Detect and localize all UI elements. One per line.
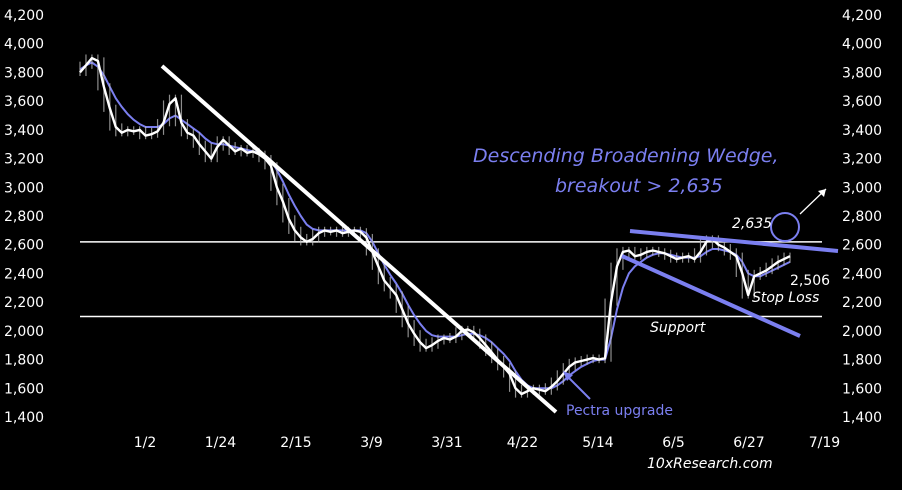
- y-tick-label-right: 3,200: [842, 152, 882, 168]
- moving-average-line: [79, 61, 791, 390]
- moving-average-series: [79, 61, 791, 390]
- y-tick-label-right: 3,000: [842, 180, 882, 196]
- y-tick-label-right: 3,400: [842, 123, 882, 139]
- y-tick-label-left: 1,800: [4, 353, 44, 369]
- wedge-lower-line: [621, 254, 801, 338]
- y-tick-label-right: 1,600: [842, 381, 882, 397]
- wedge-title-line2: breakout > 2,635: [555, 175, 723, 197]
- x-tick-label: 7/19: [809, 435, 840, 451]
- x-tick-label: 5/14: [582, 435, 614, 451]
- y-tick-label-right: 2,200: [842, 295, 882, 311]
- y-tick-label-left: 3,800: [4, 65, 44, 81]
- y-tick-label-left: 3,600: [4, 94, 44, 110]
- breakout-circle: [770, 212, 800, 242]
- x-tick-label: 6/5: [662, 435, 685, 451]
- x-axis: 1/2 1/24 2/15 3/9 3/31 4/22 5/14 6/5 6/27 7/19: [134, 435, 840, 451]
- x-tick-label: 1/2: [134, 435, 157, 451]
- y-tick-label-left: 2,400: [4, 266, 44, 282]
- stop-loss-label: Stop Loss: [752, 290, 819, 306]
- y-tick-label-right: 4,200: [842, 8, 882, 24]
- y-tick-label-right: 2,800: [842, 209, 882, 225]
- y-tick-label-right: 3,600: [842, 94, 882, 110]
- breakout-arrowhead: [818, 189, 826, 197]
- y-tick-label-left: 1,600: [4, 381, 44, 397]
- y-tick-label-left: 3,400: [4, 123, 44, 139]
- level-lower-label: 2,506: [790, 273, 830, 289]
- y-axis-left: 1,400 1,600 1,800 2,000 2,200 2,400 2,600 2,800…: [4, 8, 44, 426]
- y-tick-label-right: 2,000: [842, 324, 882, 340]
- y-axis-right: 1,400 1,600 1,800 2,000 2,200 2,400 2,600 2,800…: [842, 8, 882, 426]
- x-tick-label: 6/27: [733, 435, 764, 451]
- wedge-title-line1: Descending Broadening Wedge,: [473, 145, 779, 167]
- support-label: Support: [650, 320, 706, 336]
- y-tick-label-left: 1,400: [4, 410, 44, 426]
- y-tick-label-right: 1,800: [842, 353, 882, 369]
- price-series: [79, 54, 791, 398]
- y-tick-label-left: 2,800: [4, 209, 44, 225]
- y-tick-label-left: 4,200: [4, 8, 44, 24]
- y-tick-label-right: 1,400: [842, 410, 882, 426]
- y-tick-label-right: 4,000: [842, 37, 882, 53]
- y-tick-label-left: 2,000: [4, 324, 44, 340]
- reference-lines: [80, 241, 822, 318]
- x-tick-label: 3/9: [360, 435, 383, 451]
- x-tick-label: 2/15: [280, 435, 311, 451]
- y-tick-label-right: 2,400: [842, 266, 882, 282]
- x-tick-label: 1/24: [205, 435, 237, 451]
- level-upper-label: 2,635: [732, 216, 772, 232]
- y-tick-label-left: 2,600: [4, 238, 44, 254]
- downtrend-line: [160, 64, 558, 414]
- y-tick-label-left: 2,200: [4, 295, 44, 311]
- upgrade-label: Pectra upgrade: [566, 403, 673, 419]
- x-tick-label: 4/22: [507, 435, 538, 451]
- y-tick-label-left: 3,000: [4, 180, 44, 196]
- trend-lines: [160, 64, 839, 414]
- y-tick-label-left: 3,200: [4, 152, 44, 168]
- y-tick-label-left: 4,000: [4, 37, 44, 53]
- price-line: [79, 56, 791, 396]
- y-tick-label-right: 3,800: [842, 65, 882, 81]
- watermark: 10xResearch.com: [647, 456, 773, 472]
- upgrade-arrowhead: [563, 371, 573, 381]
- x-tick-label: 3/31: [431, 435, 462, 451]
- wedge-upper-line: [629, 229, 839, 253]
- y-tick-label-right: 2,600: [842, 238, 882, 254]
